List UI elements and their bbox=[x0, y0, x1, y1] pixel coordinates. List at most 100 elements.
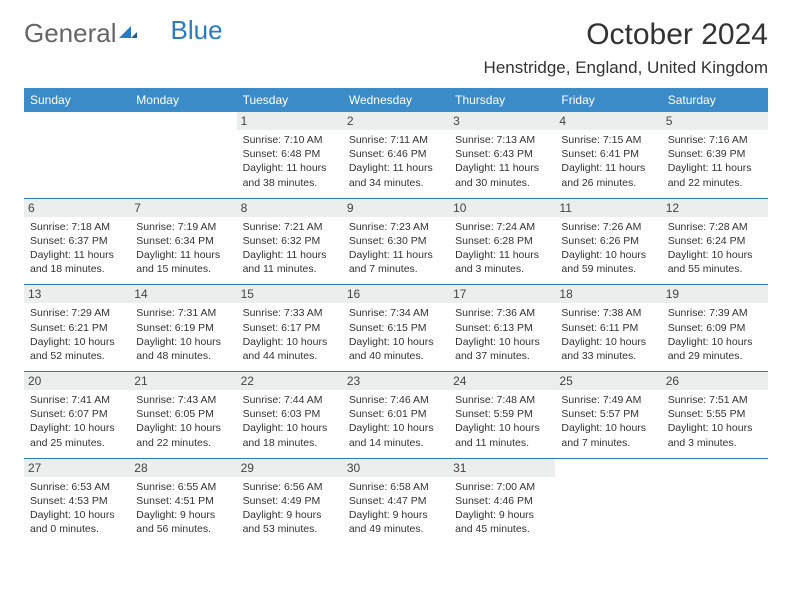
sunrise-text: Sunrise: 7:34 AM bbox=[349, 306, 443, 320]
cell-body: Sunrise: 7:29 AMSunset: 6:21 PMDaylight:… bbox=[30, 306, 124, 363]
cell-body: Sunrise: 7:10 AMSunset: 6:48 PMDaylight:… bbox=[243, 133, 337, 190]
logo: General Blue bbox=[24, 18, 223, 49]
cell-body: Sunrise: 7:46 AMSunset: 6:01 PMDaylight:… bbox=[349, 393, 443, 450]
daylight-text: Daylight: 10 hours and 7 minutes. bbox=[561, 421, 655, 449]
cell-body: Sunrise: 6:58 AMSunset: 4:47 PMDaylight:… bbox=[349, 480, 443, 537]
sunset-text: Sunset: 4:53 PM bbox=[30, 494, 124, 508]
calendar-body: 1Sunrise: 7:10 AMSunset: 6:48 PMDaylight… bbox=[24, 112, 768, 544]
calendar-cell: 14Sunrise: 7:31 AMSunset: 6:19 PMDayligh… bbox=[130, 285, 236, 372]
sunset-text: Sunset: 6:43 PM bbox=[455, 147, 549, 161]
cell-body: Sunrise: 7:51 AMSunset: 5:55 PMDaylight:… bbox=[668, 393, 762, 450]
calendar-cell: 18Sunrise: 7:38 AMSunset: 6:11 PMDayligh… bbox=[555, 285, 661, 372]
calendar-cell bbox=[130, 112, 236, 198]
cell-body: Sunrise: 6:53 AMSunset: 4:53 PMDaylight:… bbox=[30, 480, 124, 537]
sunset-text: Sunset: 6:13 PM bbox=[455, 321, 549, 335]
sunset-text: Sunset: 6:15 PM bbox=[349, 321, 443, 335]
cell-body: Sunrise: 7:15 AMSunset: 6:41 PMDaylight:… bbox=[561, 133, 655, 190]
cell-body: Sunrise: 7:43 AMSunset: 6:05 PMDaylight:… bbox=[136, 393, 230, 450]
calendar-cell: 20Sunrise: 7:41 AMSunset: 6:07 PMDayligh… bbox=[24, 372, 130, 459]
sunset-text: Sunset: 4:47 PM bbox=[349, 494, 443, 508]
calendar-cell: 29Sunrise: 6:56 AMSunset: 4:49 PMDayligh… bbox=[237, 458, 343, 544]
calendar-cell: 7Sunrise: 7:19 AMSunset: 6:34 PMDaylight… bbox=[130, 198, 236, 285]
day-number: 6 bbox=[24, 199, 130, 217]
calendar-cell: 2Sunrise: 7:11 AMSunset: 6:46 PMDaylight… bbox=[343, 112, 449, 198]
day-number: 8 bbox=[237, 199, 343, 217]
day-number: 27 bbox=[24, 459, 130, 477]
sunset-text: Sunset: 5:59 PM bbox=[455, 407, 549, 421]
sunset-text: Sunset: 6:11 PM bbox=[561, 321, 655, 335]
day-number: 28 bbox=[130, 459, 236, 477]
calendar-row: 6Sunrise: 7:18 AMSunset: 6:37 PMDaylight… bbox=[24, 198, 768, 285]
daylight-text: Daylight: 9 hours and 49 minutes. bbox=[349, 508, 443, 536]
calendar-row: 20Sunrise: 7:41 AMSunset: 6:07 PMDayligh… bbox=[24, 372, 768, 459]
calendar-cell: 31Sunrise: 7:00 AMSunset: 4:46 PMDayligh… bbox=[449, 458, 555, 544]
day-number: 13 bbox=[24, 285, 130, 303]
sunrise-text: Sunrise: 7:44 AM bbox=[243, 393, 337, 407]
daylight-text: Daylight: 11 hours and 11 minutes. bbox=[243, 248, 337, 276]
daylight-text: Daylight: 10 hours and 11 minutes. bbox=[455, 421, 549, 449]
calendar-cell: 4 Sunrise: 7:15 AMSunset: 6:41 PMDaylight… bbox=[555, 112, 661, 198]
day-number: 10 bbox=[449, 199, 555, 217]
sunrise-text: Sunrise: 7:46 AM bbox=[349, 393, 443, 407]
calendar-cell bbox=[662, 458, 768, 544]
daylight-text: Daylight: 10 hours and 18 minutes. bbox=[243, 421, 337, 449]
sunrise-text: Sunrise: 7:48 AM bbox=[455, 393, 549, 407]
calendar-cell bbox=[24, 112, 130, 198]
daylight-text: Daylight: 10 hours and 29 minutes. bbox=[668, 335, 762, 363]
logo-text-2: Blue bbox=[171, 15, 223, 46]
day-number: 25 bbox=[555, 372, 661, 390]
day-number: 26 bbox=[662, 372, 768, 390]
daylight-text: Daylight: 11 hours and 34 minutes. bbox=[349, 161, 443, 189]
cell-body: Sunrise: 7:39 AMSunset: 6:09 PMDaylight:… bbox=[668, 306, 762, 363]
weekday-header: Thursday bbox=[449, 88, 555, 112]
calendar-table: Sunday Monday Tuesday Wednesday Thursday… bbox=[24, 88, 768, 544]
sunset-text: Sunset: 6:28 PM bbox=[455, 234, 549, 248]
daylight-text: Daylight: 11 hours and 18 minutes. bbox=[30, 248, 124, 276]
daylight-text: Daylight: 11 hours and 22 minutes. bbox=[668, 161, 762, 189]
daylight-text: Daylight: 10 hours and 37 minutes. bbox=[455, 335, 549, 363]
sunset-text: Sunset: 5:57 PM bbox=[561, 407, 655, 421]
sunset-text: Sunset: 6:37 PM bbox=[30, 234, 124, 248]
sunrise-text: Sunrise: 7:13 AM bbox=[455, 133, 549, 147]
daylight-text: Daylight: 9 hours and 53 minutes. bbox=[243, 508, 337, 536]
day-number: 12 bbox=[662, 199, 768, 217]
cell-body: Sunrise: 7:33 AMSunset: 6:17 PMDaylight:… bbox=[243, 306, 337, 363]
sunset-text: Sunset: 6:07 PM bbox=[30, 407, 124, 421]
day-number: 19 bbox=[662, 285, 768, 303]
sunrise-text: Sunrise: 7:39 AM bbox=[668, 306, 762, 320]
sunset-text: Sunset: 4:46 PM bbox=[455, 494, 549, 508]
calendar-cell: 8Sunrise: 7:21 AMSunset: 6:32 PMDaylight… bbox=[237, 198, 343, 285]
daylight-text: Daylight: 10 hours and 0 minutes. bbox=[30, 508, 124, 536]
sunrise-text: Sunrise: 7:10 AM bbox=[243, 133, 337, 147]
sunrise-text: Sunrise: 7:36 AM bbox=[455, 306, 549, 320]
sunrise-text: Sunrise: 7:11 AM bbox=[349, 133, 443, 147]
weekday-header: Saturday bbox=[662, 88, 768, 112]
day-number: 29 bbox=[237, 459, 343, 477]
cell-body: Sunrise: 7:00 AMSunset: 4:46 PMDaylight:… bbox=[455, 480, 549, 537]
day-number: 4 bbox=[555, 112, 661, 130]
sunrise-text: Sunrise: 6:56 AM bbox=[243, 480, 337, 494]
daylight-text: Daylight: 9 hours and 56 minutes. bbox=[136, 508, 230, 536]
calendar-row: 13 Sunrise: 7:29 AMSunset: 6:21 PMDayligh… bbox=[24, 285, 768, 372]
day-number: 7 bbox=[130, 199, 236, 217]
daylight-text: Daylight: 10 hours and 44 minutes. bbox=[243, 335, 337, 363]
daylight-text: Daylight: 11 hours and 30 minutes. bbox=[455, 161, 549, 189]
sunrise-text: Sunrise: 7:43 AM bbox=[136, 393, 230, 407]
sunrise-text: Sunrise: 7:38 AM bbox=[561, 306, 655, 320]
cell-body: Sunrise: 7:18 AMSunset: 6:37 PMDaylight:… bbox=[30, 220, 124, 277]
daylight-text: Daylight: 10 hours and 25 minutes. bbox=[30, 421, 124, 449]
sunrise-text: Sunrise: 7:15 AM bbox=[561, 133, 655, 147]
calendar-cell: 21Sunrise: 7:43 AMSunset: 6:05 PMDayligh… bbox=[130, 372, 236, 459]
sunrise-text: Sunrise: 7:49 AM bbox=[561, 393, 655, 407]
calendar-cell: 12Sunrise: 7:28 AMSunset: 6:24 PMDayligh… bbox=[662, 198, 768, 285]
sunset-text: Sunset: 6:24 PM bbox=[668, 234, 762, 248]
daylight-text: Daylight: 10 hours and 3 minutes. bbox=[668, 421, 762, 449]
sunset-text: Sunset: 6:48 PM bbox=[243, 147, 337, 161]
sunrise-text: Sunrise: 7:18 AM bbox=[30, 220, 124, 234]
sunset-text: Sunset: 6:09 PM bbox=[668, 321, 762, 335]
sunrise-text: Sunrise: 7:41 AM bbox=[30, 393, 124, 407]
logo-text-1: General bbox=[24, 18, 117, 49]
sunset-text: Sunset: 6:26 PM bbox=[561, 234, 655, 248]
day-number: 30 bbox=[343, 459, 449, 477]
daylight-text: Daylight: 11 hours and 38 minutes. bbox=[243, 161, 337, 189]
